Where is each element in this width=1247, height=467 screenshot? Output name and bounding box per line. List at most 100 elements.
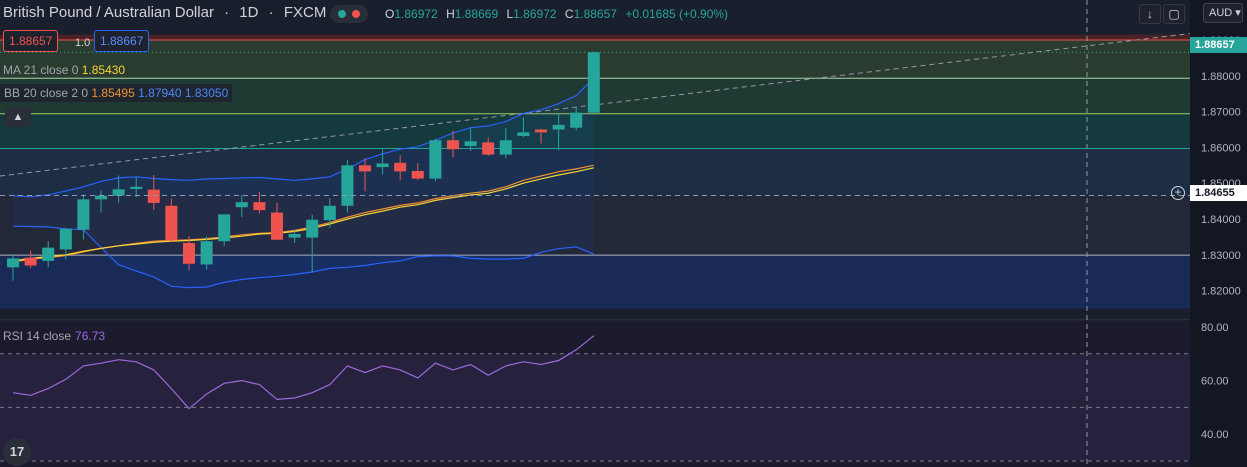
candle-body xyxy=(77,199,90,230)
candle-body xyxy=(95,195,107,200)
market-status-pill[interactable] xyxy=(330,5,368,23)
arrow-down-icon: ↓ xyxy=(1147,7,1153,21)
rsi-tick-label: 60.00 xyxy=(1201,376,1229,388)
candle-body xyxy=(42,247,55,261)
bb-lower-value: 1.83050 xyxy=(184,86,229,100)
ma-line xyxy=(12,167,594,262)
bb-legend[interactable]: BB 20 close 2 0 1.85495 1.87940 1.83050 xyxy=(0,84,233,102)
moving-average xyxy=(12,167,594,262)
candle-body xyxy=(482,142,495,155)
sell-button[interactable]: 1.88657 xyxy=(3,30,59,52)
bb-label: BB 20 close 2 0 xyxy=(4,86,89,100)
trend-line-segment xyxy=(0,33,1191,177)
candle-body xyxy=(587,52,600,113)
candle-body xyxy=(288,234,301,238)
collapse-legend-button[interactable]: ▲ xyxy=(5,107,31,127)
price-zone xyxy=(0,255,1190,309)
candle-body xyxy=(411,171,424,179)
ohlc-open: 1.86972 xyxy=(394,7,438,21)
ma-legend[interactable]: MA 21 close 0 1.85430 xyxy=(3,63,125,77)
candle-body xyxy=(183,242,195,264)
rsi-tick-label: 40.00 xyxy=(1201,429,1229,441)
header-separator-2: · xyxy=(268,4,274,21)
candle-body xyxy=(535,129,547,133)
candle-body xyxy=(341,165,354,206)
interval-label: 1D xyxy=(239,4,259,21)
trend-line xyxy=(0,33,1191,177)
price-zone xyxy=(0,148,1190,197)
candle-body xyxy=(552,124,565,130)
fullscreen-button[interactable]: ▢ xyxy=(1163,4,1185,24)
bb-basis-value: 1.85495 xyxy=(91,86,135,100)
ma-value: 1.85430 xyxy=(81,63,126,77)
candle-body xyxy=(130,186,143,189)
candles xyxy=(7,51,600,281)
scroll-down-button[interactable]: ↓ xyxy=(1139,4,1161,24)
crosshair-price-tag: 1.84655 xyxy=(1190,185,1247,201)
candle-body xyxy=(200,241,213,265)
chevron-up-icon: ▲ xyxy=(12,111,24,123)
spread-label: 1.0 xyxy=(75,37,91,49)
currency-selector[interactable]: AUD ▾ xyxy=(1203,3,1243,23)
ohlc-low: 1.86972 xyxy=(513,7,557,21)
price-zone xyxy=(0,196,1190,256)
candle-body xyxy=(165,205,178,241)
ohlc-key-low: L xyxy=(506,7,514,21)
ohlc-change: +0.01685 (+0.90%) xyxy=(625,7,729,21)
candle-body xyxy=(376,163,389,168)
bb-fill xyxy=(13,77,594,288)
market-open-dot-icon xyxy=(338,10,346,18)
candle-body xyxy=(323,205,336,221)
ohlc-high: 1.88669 xyxy=(454,7,499,21)
rsi-label: RSI 14 close xyxy=(3,329,72,343)
candle-body xyxy=(306,219,319,238)
candle-body xyxy=(235,202,248,208)
add-alert-icon[interactable]: + xyxy=(1171,186,1185,200)
candle-body xyxy=(218,214,231,242)
candle-body xyxy=(570,112,583,128)
rsi-value: 76.73 xyxy=(75,329,106,343)
exchange-label: FXCM xyxy=(283,4,327,21)
candle-body xyxy=(112,189,125,196)
ohlc-key-high: H xyxy=(446,7,455,21)
candle-body xyxy=(429,140,442,179)
ohlc-close: 1.88657 xyxy=(573,7,617,21)
candle-body xyxy=(271,212,283,240)
candle-body xyxy=(147,189,160,203)
rsi-tick-label: 80.00 xyxy=(1201,322,1229,334)
candle-body xyxy=(499,140,512,155)
price-tick-label: 1.88000 xyxy=(1201,71,1241,83)
bb-upper-value: 1.87940 xyxy=(138,86,182,100)
price-tick-label: 1.87000 xyxy=(1201,107,1241,119)
rsi-line xyxy=(12,335,595,410)
price-tick-label: 1.83000 xyxy=(1201,250,1241,262)
price-axis: 1.890001.880001.870001.860001.850001.840… xyxy=(1190,0,1247,467)
price-zone xyxy=(0,34,1190,40)
last-price-tag: 1.88657 xyxy=(1190,37,1247,53)
bollinger-bands xyxy=(12,77,595,289)
buy-button[interactable]: 1.88667 xyxy=(94,30,150,52)
candle-body xyxy=(7,258,19,268)
price-tick-label: 1.82000 xyxy=(1201,286,1241,298)
bb-lower-line xyxy=(12,225,595,289)
ma-label: MA 21 close 0 xyxy=(3,63,79,77)
candle-body xyxy=(464,141,477,146)
symbol-header[interactable]: British Pound / Australian Dollar · 1D ·… xyxy=(3,4,332,21)
candle-body xyxy=(24,257,37,266)
candle-body xyxy=(359,165,371,172)
price-axis-bg xyxy=(1190,0,1247,467)
fullscreen-icon: ▢ xyxy=(1168,7,1180,21)
ohlc-values: O1.86972 H1.88669 L1.86972 C1.88657 +0.0… xyxy=(385,7,733,21)
rsi-legend[interactable]: RSI 14 close 76.73 xyxy=(3,329,105,343)
candle-body xyxy=(59,228,72,250)
candle-body xyxy=(447,140,459,150)
price-tick-label: 1.86000 xyxy=(1201,142,1241,154)
ohlc-key-close: C xyxy=(564,7,574,21)
candle-body xyxy=(253,202,266,211)
crosshair xyxy=(0,0,1190,467)
rsi-pane xyxy=(0,318,1247,467)
market-closed-dot-icon xyxy=(352,10,360,18)
tradingview-logo[interactable]: 17 xyxy=(3,438,31,466)
header-separator-1: · xyxy=(224,4,230,21)
